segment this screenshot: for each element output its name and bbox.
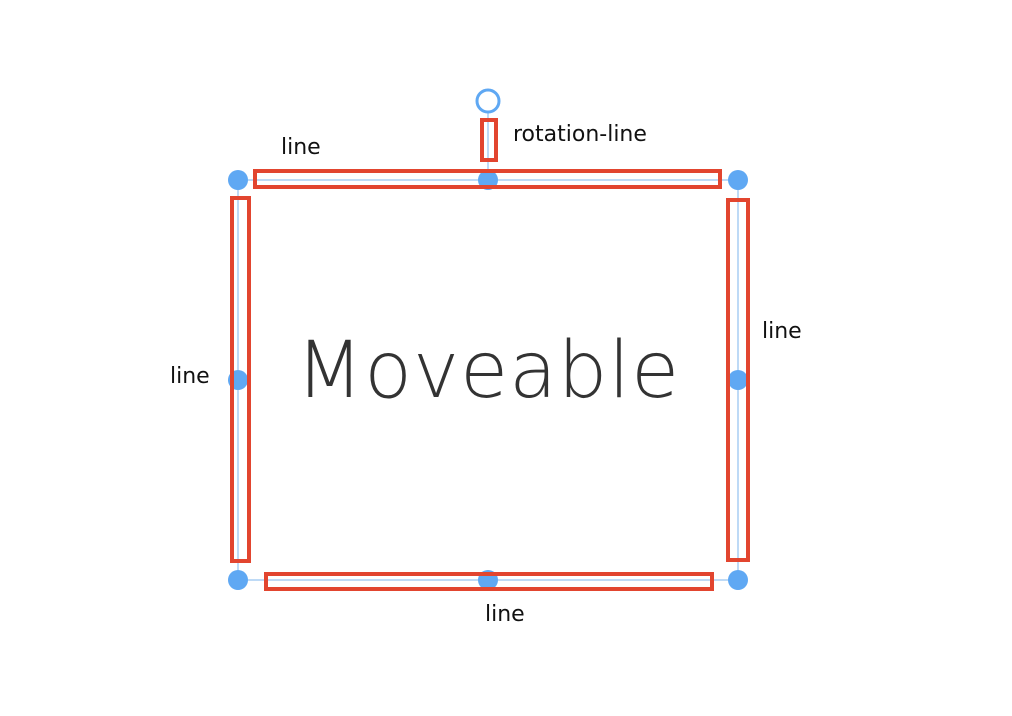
rotation-handle[interactable] (475, 88, 501, 114)
rotation-line-highlight (480, 118, 498, 162)
right-line-label: line (762, 319, 802, 344)
handle-bottom-right[interactable] (728, 570, 748, 590)
top-line-label: line (281, 135, 321, 160)
moveable-target-text[interactable]: Moveable (295, 326, 681, 416)
right-line-highlight (726, 198, 750, 562)
handle-top-right[interactable] (728, 170, 748, 190)
handle-middle-right[interactable] (728, 370, 748, 390)
bottom-line-label: line (485, 602, 525, 627)
left-line-highlight (230, 196, 251, 563)
rotation-line-label: rotation-line (513, 122, 647, 147)
handle-bottom-left[interactable] (228, 570, 248, 590)
bottom-line-highlight (264, 572, 714, 591)
top-line-highlight (253, 169, 722, 189)
handle-top-left[interactable] (228, 170, 248, 190)
left-line-label: line (170, 364, 210, 389)
